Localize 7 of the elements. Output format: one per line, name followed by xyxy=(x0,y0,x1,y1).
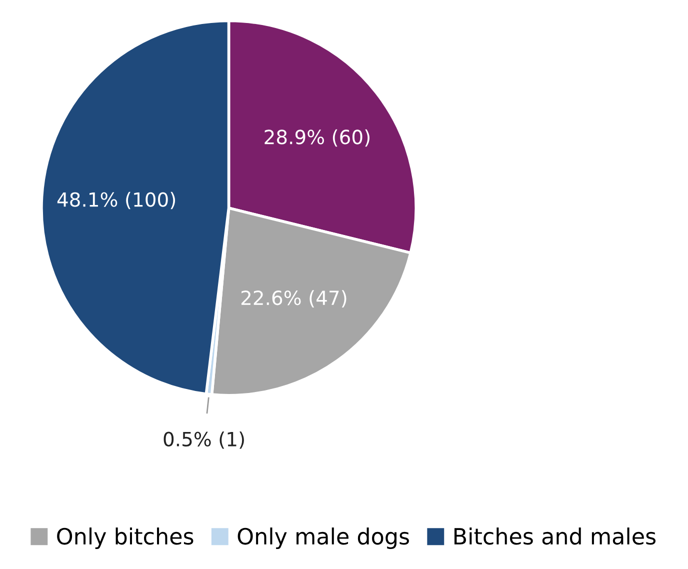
data-label: 22.6% (47) xyxy=(241,290,346,308)
legend-label: Only male dogs xyxy=(238,527,409,549)
data-label: 28.9% (60) xyxy=(264,129,370,147)
data-label: 0.5% (1) xyxy=(164,431,244,449)
legend-label: Bitches and males xyxy=(454,527,656,545)
legend-label: Only bitches xyxy=(57,527,194,549)
data-label: 48.1% (100) xyxy=(57,192,176,210)
